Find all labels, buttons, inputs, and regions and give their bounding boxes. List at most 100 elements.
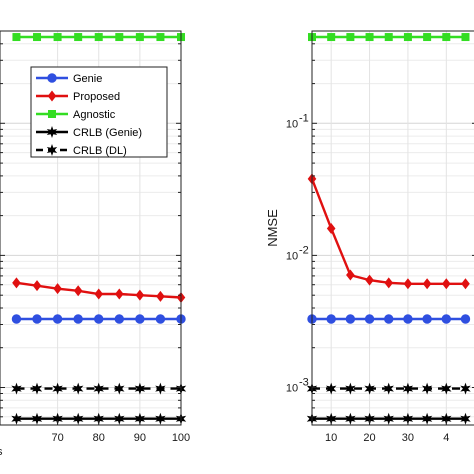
left-chart-panel: 70 80 90 100 s Genie Proposed Agnostic CRLB (G… [0,30,190,458]
right-x-tick-label: 10 [325,432,337,444]
right-series-1-point [384,277,394,289]
right-y-axis-label: NMSE [265,209,280,247]
left-series-3-point [93,412,104,425]
left-series-3-point [73,412,84,425]
left-series-2-point [94,33,103,42]
right-series-0-point [345,314,356,324]
left-series-0-point [94,314,104,324]
right-series-0-point [384,314,394,324]
right-series-2-point [365,33,374,42]
legend-label-1: Proposed [73,91,120,103]
right-y-tick-exponent: -2 [299,244,309,256]
left-x-tick-label: 100 [172,432,190,444]
right-y-tick-label: 10 [286,118,298,130]
left-series-3-point [134,412,146,425]
left-series-3-point [114,412,125,425]
left-series-4-point [155,382,166,395]
right-series-3-point [364,412,375,425]
left-series-1-point [12,277,21,289]
left-series-4-point [11,382,22,395]
legend-marker-4 [46,144,58,156]
right-series-0-point [403,314,413,324]
right-series-3-point [441,412,452,425]
right-y-tick-exponent: -3 [299,376,309,388]
right-series-1-point [442,278,451,290]
right-y-tick-label: 10 [286,250,298,262]
left-series-4-point [134,382,146,395]
right-series-4-point [402,382,414,395]
right-series-1-point [422,278,432,290]
left-series-2-point [74,33,83,42]
left-series-2-point [156,33,165,42]
left-series-1-point [94,288,104,300]
left-series-3-point [52,412,63,425]
right-series-2-point [442,33,451,42]
left-series-1-point [73,285,83,297]
right-series-4-point [421,382,433,395]
legend-marker-1 [47,90,57,102]
left-x-tick-label: 70 [51,432,63,444]
right-series-1-point [346,269,355,281]
legend-marker-2 [48,110,56,118]
left-x-tick-label: 80 [93,432,105,444]
left-series-2-point [115,33,124,42]
left-axes-frame [0,30,182,426]
left-series-3-point [11,412,22,425]
right-series-2-point [384,33,393,42]
right-series-2-point [403,33,412,42]
right-y-tick-exponent: -1 [299,112,309,124]
right-series-1-point [403,278,413,290]
left-series-3-point [155,412,166,425]
left-series-1-point [114,288,124,300]
left-series-2-point [33,33,42,42]
left-series-2-point [135,33,144,42]
right-x-tick-label: 4 [443,432,449,444]
left-series-0-point [135,314,145,324]
right-series-lines [310,35,466,420]
legend-label-4: CRLB (DL) [73,145,127,157]
right-series-2-point [346,33,355,42]
legend-marker-0 [47,73,57,83]
right-axes-frame [311,30,474,426]
right-x-tick-label: 20 [363,432,375,444]
left-series-3-point [31,412,43,425]
legend: Genie Proposed Agnostic CRLB (Genie) CRLB (D… [30,66,168,158]
left-series-0-point [11,314,22,324]
right-series-3-point [460,412,471,425]
left-series-4-point [52,382,63,395]
left-series-1-point [135,289,145,301]
left-series-4-point [31,382,43,395]
right-series-2-point [461,33,470,42]
right-series-4-point [383,382,394,395]
left-series-4-point [114,382,125,395]
left-tick-labels: 70 80 90 100 [0,30,190,444]
left-series-0-point [73,314,83,324]
left-series-0-point [52,314,63,324]
left-x-tick-label: 90 [134,432,146,444]
right-series-4-point [326,382,337,395]
right-series-2-point [423,33,432,42]
left-series-0-point [32,314,42,324]
legend-label-2: Agnostic [73,109,116,121]
right-series-4-point [441,382,452,395]
right-series-0-point [326,314,336,324]
right-series-4-point [364,382,375,395]
right-series-3-point [345,412,356,425]
right-series-1-point [461,278,470,290]
right-series-0-point [441,314,452,324]
left-series-markers [11,33,187,425]
right-series-1-point [365,274,374,286]
left-series-2-point [12,33,21,42]
right-series-3-point [402,412,414,425]
right-series-0-point [422,314,432,324]
right-series-4-point [345,382,356,395]
left-series-1-point [156,290,165,302]
right-series-0-point [460,314,471,324]
left-series-1-point [32,280,42,292]
right-x-tick-label: 30 [402,432,414,444]
legend-label-0: Genie [73,73,102,85]
right-series-3-point [421,412,433,425]
left-series-4-point [73,382,84,395]
right-chart-panel: 10 20 30 410-110-210-3 NMSE [265,30,474,444]
